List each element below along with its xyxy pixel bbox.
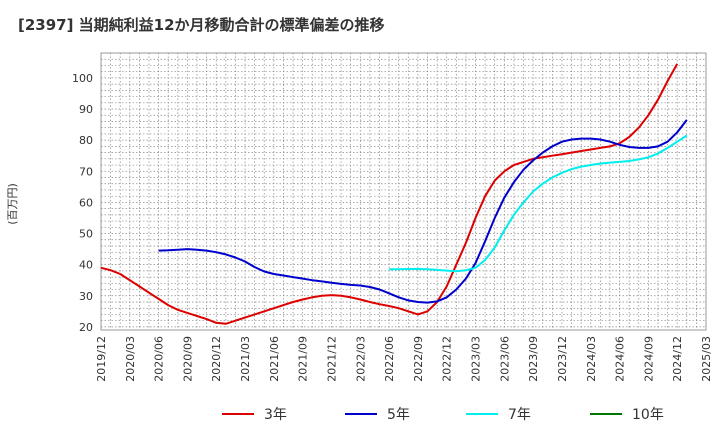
series-line-5年 xyxy=(158,119,688,304)
x-tick-label: 2020/12 xyxy=(210,336,223,382)
legend-label-10年: 10年 xyxy=(632,407,664,423)
x-tick-label: 2021/12 xyxy=(325,336,338,382)
y-tick-label: 20 xyxy=(79,321,93,334)
x-tick-label: 2024/06 xyxy=(614,336,627,382)
legend-label-7年: 7年 xyxy=(508,407,531,423)
series-lines xyxy=(100,63,688,325)
series-line-7年 xyxy=(389,134,688,273)
grid-lines xyxy=(101,53,706,330)
x-tick-label: 2022/06 xyxy=(383,336,396,382)
x-tick-label: 2020/06 xyxy=(153,336,166,382)
x-tick-label: 2022/03 xyxy=(354,336,367,382)
y-tick-label: 30 xyxy=(79,290,93,303)
x-tick-label: 2022/12 xyxy=(441,336,454,382)
x-tick-label: 2025/03 xyxy=(700,336,713,382)
y-tick-label: 40 xyxy=(79,259,93,272)
plot-area xyxy=(100,52,707,331)
y-tick-label: 60 xyxy=(79,196,93,209)
series-line-3年 xyxy=(100,63,679,325)
y-tick-label: 70 xyxy=(79,165,93,178)
chart-title: [2397] 当期純利益12か月移動合計の標準偏差の推移 xyxy=(18,16,385,34)
x-axis-ticks: 2019/12 2020/03 2020/06 2020/09 2020/12 2021/… xyxy=(95,336,713,382)
y-axis-label: (百万円) xyxy=(6,183,19,225)
x-tick-label: 2021/03 xyxy=(239,336,252,382)
x-tick-label: 2023/03 xyxy=(470,336,483,382)
x-tick-label: 2024/03 xyxy=(585,336,598,382)
x-tick-label: 2024/09 xyxy=(642,336,655,382)
x-tick-label: 2023/06 xyxy=(498,336,511,382)
legend-label-5年: 5年 xyxy=(387,407,410,423)
y-tick-label: 50 xyxy=(79,228,93,241)
x-tick-label: 2021/09 xyxy=(297,336,310,382)
x-tick-label: 2023/09 xyxy=(527,336,540,382)
x-tick-label: 2022/09 xyxy=(412,336,425,382)
x-tick-label: 2020/03 xyxy=(124,336,137,382)
x-tick-label: 2024/12 xyxy=(671,336,684,382)
x-tick-label: 2021/06 xyxy=(268,336,281,382)
x-tick-label: 2019/12 xyxy=(95,336,108,382)
legend-label-3年: 3年 xyxy=(264,407,287,423)
legend: 3年 5年 7年 10年 xyxy=(222,407,664,423)
y-tick-label: 90 xyxy=(79,103,93,116)
y-tick-label: 100 xyxy=(72,72,93,85)
y-tick-label: 80 xyxy=(79,134,93,147)
x-tick-label: 2020/09 xyxy=(181,336,194,382)
y-axis-ticks: 20 30 40 50 60 70 80 90 100 xyxy=(72,72,93,334)
x-tick-label: 2023/12 xyxy=(556,336,569,382)
